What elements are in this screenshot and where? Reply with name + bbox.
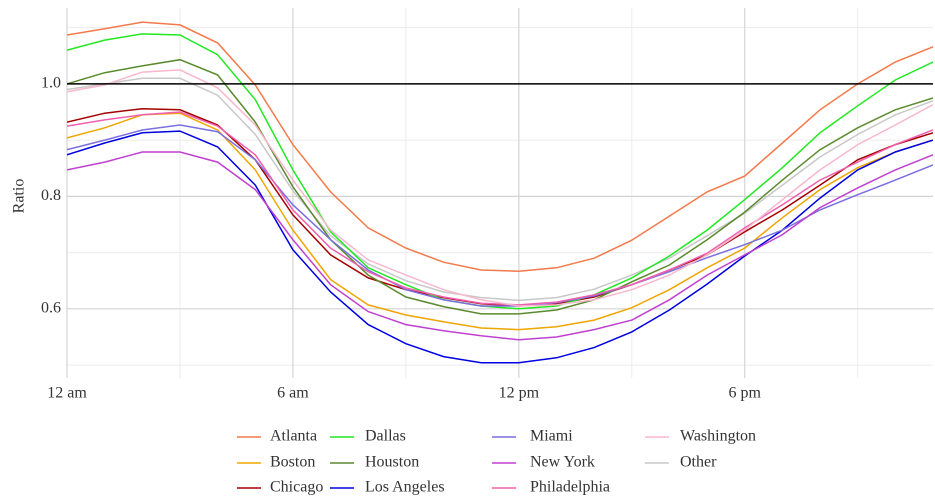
legend-label: Philadelphia: [530, 479, 610, 496]
y-tick-label: 0.8: [41, 187, 61, 204]
series-line: [67, 124, 933, 307]
legend-label: Other: [680, 454, 717, 471]
legend-label: Chicago: [270, 479, 323, 496]
series-line: [67, 21, 933, 272]
series-line: [67, 130, 933, 364]
series-line: [67, 33, 933, 310]
series-line: [67, 107, 933, 307]
y-tick-label: 0.6: [41, 300, 61, 317]
series-line: [67, 58, 933, 315]
series-line: [67, 112, 933, 331]
series-line: [67, 111, 933, 306]
series-line: [67, 69, 933, 307]
x-tick-label: 12 pm: [499, 385, 540, 402]
legend-label: Miami: [530, 428, 573, 445]
x-tick-label: 6 am: [277, 385, 309, 402]
legend-label: Atlanta: [270, 428, 317, 445]
x-tick-label: 12 am: [47, 385, 87, 402]
legend-label: New York: [530, 454, 595, 471]
y-axis-label: Ratio: [11, 179, 28, 214]
series-line: [67, 77, 933, 302]
x-tick-label: 6 pm: [729, 385, 762, 402]
legend-label: Boston: [270, 454, 315, 471]
legend-label: Dallas: [365, 428, 406, 445]
legend-label: Washington: [680, 428, 756, 445]
legend-label: Houston: [365, 454, 419, 471]
y-tick-label: 1.0: [41, 75, 61, 92]
series-line: [67, 151, 933, 341]
legend-label: Los Angeles: [365, 479, 445, 496]
